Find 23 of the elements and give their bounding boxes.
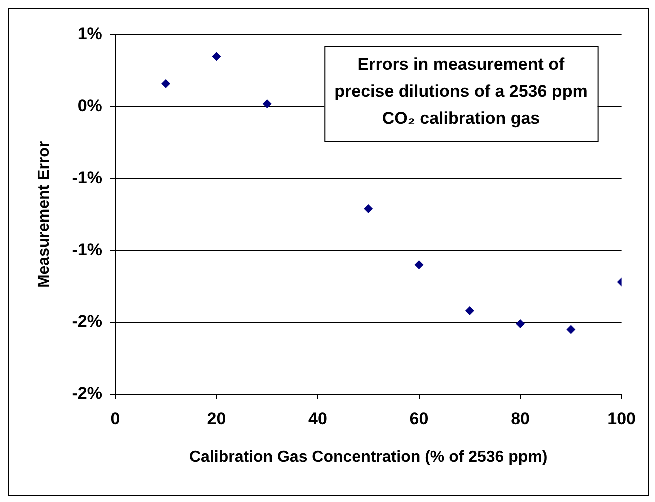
- x-tick-label: 60: [410, 409, 429, 428]
- y-tick-label: 1%: [78, 24, 102, 44]
- x-tick-label: 20: [207, 409, 226, 428]
- x-tick-label: 80: [511, 409, 530, 428]
- x-tick-label: 40: [308, 409, 328, 428]
- point: [516, 319, 526, 328]
- annotation: Errors in measurement of precise dilutions of a 2536 ppm CO₂ calibration gas: [334, 55, 588, 128]
- point: [414, 260, 424, 270]
- point: [465, 306, 474, 316]
- y-tick-label: -1%: [72, 168, 102, 188]
- y-tick-label: -2%: [72, 384, 102, 404]
- y-axis-title: Measurement Error: [36, 141, 54, 288]
- y-tick-label: 0%: [78, 96, 102, 116]
- x-tick-label: 100: [608, 409, 636, 428]
- point: [566, 325, 576, 334]
- point: [364, 204, 374, 214]
- point: [162, 79, 171, 88]
- y-tick-label: -2%: [72, 312, 102, 332]
- x-axis-title: Calibration Gas Concentration (% of 2536 ppm): [189, 448, 548, 466]
- x-tick-label: 0: [110, 409, 120, 428]
- point: [212, 52, 222, 62]
- point: [262, 100, 272, 109]
- y-tick-label: -1%: [72, 240, 102, 260]
